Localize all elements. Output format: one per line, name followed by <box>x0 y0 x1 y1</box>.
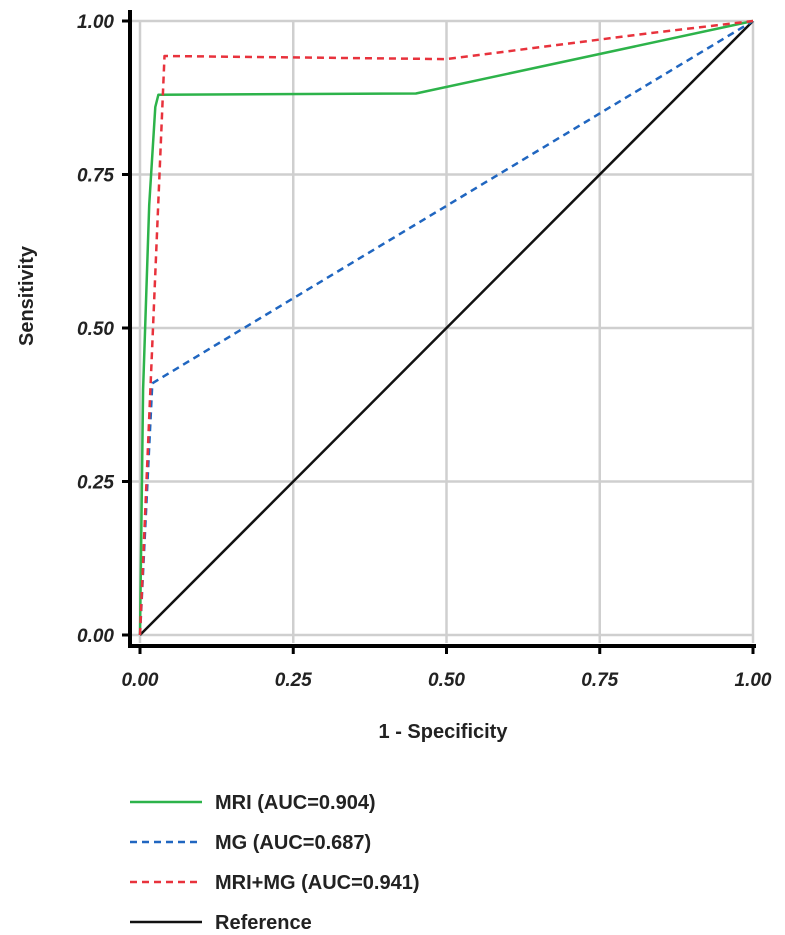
y-tick-label: 1.00 <box>77 12 114 33</box>
legend-label-mg-auc-0-687: MG (AUC=0.687) <box>215 832 371 854</box>
x-tick-label: 1.00 <box>735 670 772 691</box>
x-tick-label: 0.25 <box>275 670 312 691</box>
series-line-mri-auc-0-904 <box>138 19 754 636</box>
gridlines <box>130 19 755 643</box>
series-line-mg-auc-0-687 <box>138 19 754 636</box>
axes <box>122 10 756 654</box>
y-tick-label: 0.00 <box>77 626 114 647</box>
x-axis-title: 1 - Specificity <box>379 721 509 743</box>
legend-label-reference: Reference <box>215 912 312 934</box>
series-lines <box>138 19 754 636</box>
legend-label-mri-auc-0-904: MRI (AUC=0.904) <box>215 792 376 814</box>
series-line-reference <box>139 20 754 636</box>
x-tick-label: 0.50 <box>428 670 465 691</box>
x-tick-label: 0.00 <box>122 670 159 691</box>
y-axis-title: Sensitivity <box>16 245 38 346</box>
y-tick-label: 0.75 <box>77 166 114 187</box>
legend-label-mri-mg-auc-0-941: MRI+MG (AUC=0.941) <box>215 872 420 894</box>
y-tick-label: 0.50 <box>77 319 114 340</box>
legend: MRI (AUC=0.904) MG (AUC=0.687) MRI+MG (AUC… <box>130 792 420 934</box>
x-tick-label: 0.75 <box>581 670 618 691</box>
x-tick-labels: 0.00 0.25 0.50 0.75 1.00 <box>122 670 772 691</box>
y-tick-labels: 0.00 0.25 0.50 0.75 1.00 <box>77 12 114 647</box>
y-tick-label: 0.25 <box>77 473 114 494</box>
series-line-mri-mg-auc-0-941 <box>138 19 754 636</box>
